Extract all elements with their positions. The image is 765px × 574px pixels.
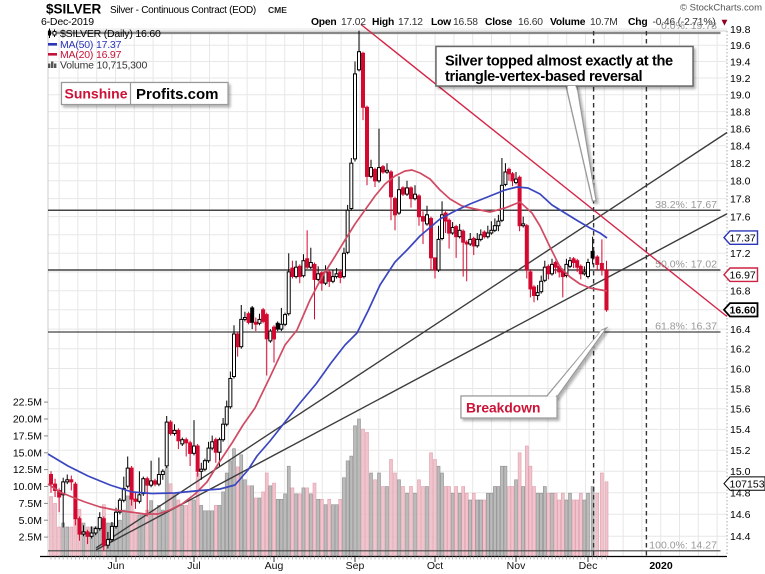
svg-text:19.4: 19.4 bbox=[730, 56, 751, 68]
svg-text:18.2: 18.2 bbox=[730, 158, 751, 170]
svg-text:Close: Close bbox=[485, 17, 513, 28]
svg-text:▼: ▼ bbox=[720, 18, 730, 29]
svg-text:15.0: 15.0 bbox=[730, 466, 751, 478]
svg-text:14.6: 14.6 bbox=[730, 509, 751, 521]
svg-text:38.2%: 17.67: 38.2%: 17.67 bbox=[655, 199, 717, 211]
svg-text:50.0%: 17.02: 50.0%: 17.02 bbox=[655, 259, 717, 271]
svg-text:16.8: 16.8 bbox=[730, 286, 751, 298]
svg-text:Volume: Volume bbox=[550, 17, 586, 28]
svg-text:19.2: 19.2 bbox=[730, 73, 751, 85]
svg-text:14.8: 14.8 bbox=[730, 487, 751, 499]
svg-text:© StockCharts.com: © StockCharts.com bbox=[680, 3, 762, 14]
svg-text:17.2: 17.2 bbox=[730, 248, 751, 260]
svg-text:18.4: 18.4 bbox=[730, 141, 751, 153]
svg-text:-0.46 (-2.71%): -0.46 (-2.71%) bbox=[653, 17, 716, 28]
svg-text:Silver topped almost exactly a: Silver topped almost exactly at the bbox=[445, 54, 673, 70]
svg-text:15.0M: 15.0M bbox=[13, 447, 42, 459]
svg-text:17.6: 17.6 bbox=[730, 211, 751, 223]
svg-text:19.8: 19.8 bbox=[730, 24, 751, 36]
svg-text:22.5M: 22.5M bbox=[13, 397, 42, 409]
svg-text:10.7M: 10.7M bbox=[590, 17, 618, 28]
svg-text:16.2: 16.2 bbox=[730, 343, 751, 355]
svg-text:10.0M: 10.0M bbox=[13, 481, 42, 493]
svg-text:0.0%: 19.78: 0.0%: 19.78 bbox=[661, 20, 717, 32]
svg-text:15.6: 15.6 bbox=[730, 404, 751, 416]
svg-text:17.37: 17.37 bbox=[730, 232, 756, 244]
svg-text:$SILVER (Daily) 16.60: $SILVER (Daily) 16.60 bbox=[60, 28, 161, 40]
svg-text:Breakdown: Breakdown bbox=[466, 401, 540, 416]
svg-text:Sep: Sep bbox=[346, 560, 365, 572]
svg-text:Chg: Chg bbox=[628, 17, 647, 28]
svg-text:triangle-vertex-based reversal: triangle-vertex-based reversal bbox=[445, 69, 642, 85]
svg-text:Aug: Aug bbox=[265, 560, 284, 572]
svg-text:Profits.com: Profits.com bbox=[136, 86, 219, 103]
svg-text:Nov: Nov bbox=[507, 560, 526, 572]
svg-text:7.5M: 7.5M bbox=[19, 498, 42, 510]
svg-text:20.0M: 20.0M bbox=[13, 414, 42, 426]
svg-text:MA(20) 16.97: MA(20) 16.97 bbox=[60, 49, 122, 61]
svg-text:15.8: 15.8 bbox=[730, 383, 751, 395]
svg-text:16.4: 16.4 bbox=[730, 324, 751, 336]
svg-text:10715300: 10715300 bbox=[730, 478, 765, 490]
svg-text:100.0%: 14.27: 100.0%: 14.27 bbox=[649, 539, 717, 551]
svg-text:Jul: Jul bbox=[187, 560, 200, 572]
svg-text:18.0: 18.0 bbox=[730, 176, 751, 188]
svg-text:18.6: 18.6 bbox=[730, 123, 751, 135]
svg-text:14.4: 14.4 bbox=[730, 531, 751, 543]
svg-text:16.0: 16.0 bbox=[730, 363, 751, 375]
svg-text:17.02: 17.02 bbox=[341, 17, 366, 28]
svg-text:16.60: 16.60 bbox=[518, 17, 543, 28]
svg-text:6-Dec-2019: 6-Dec-2019 bbox=[41, 16, 94, 28]
svg-text:19.0: 19.0 bbox=[730, 90, 751, 102]
svg-text:High: High bbox=[372, 17, 394, 28]
svg-text:2.5M: 2.5M bbox=[19, 532, 42, 544]
svg-text:Silver - Continuous Contract (: Silver - Continuous Contract (EOD) bbox=[110, 5, 256, 16]
svg-text:18.8: 18.8 bbox=[730, 106, 751, 118]
svg-text:16.58: 16.58 bbox=[453, 17, 478, 28]
svg-text:MA(50) 17.37: MA(50) 17.37 bbox=[60, 39, 122, 51]
svg-text:Sunshine: Sunshine bbox=[64, 86, 127, 102]
svg-text:16.97: 16.97 bbox=[730, 270, 756, 282]
svg-text:61.8%: 16.37: 61.8%: 16.37 bbox=[655, 321, 717, 333]
svg-text:16.60: 16.60 bbox=[730, 305, 756, 317]
svg-text:2020: 2020 bbox=[649, 560, 673, 572]
svg-text:CME: CME bbox=[268, 5, 287, 15]
svg-text:Low: Low bbox=[431, 17, 452, 28]
svg-text:Dec: Dec bbox=[579, 560, 598, 572]
svg-text:Open: Open bbox=[311, 17, 337, 28]
svg-text:12.5M: 12.5M bbox=[13, 464, 42, 476]
svg-text:Oct: Oct bbox=[427, 560, 443, 572]
svg-text:5.0M: 5.0M bbox=[19, 515, 42, 527]
svg-text:$SILVER: $SILVER bbox=[46, 2, 102, 17]
svg-text:15.4: 15.4 bbox=[730, 424, 751, 436]
svg-text:Volume 10,715,300: Volume 10,715,300 bbox=[60, 60, 147, 72]
svg-text:17.12: 17.12 bbox=[398, 17, 423, 28]
svg-text:15.2: 15.2 bbox=[730, 445, 751, 457]
svg-text:17.5M: 17.5M bbox=[13, 430, 42, 442]
svg-text:19.6: 19.6 bbox=[730, 40, 751, 52]
svg-text:Jun: Jun bbox=[108, 560, 125, 572]
svg-text:17.8: 17.8 bbox=[730, 193, 751, 205]
